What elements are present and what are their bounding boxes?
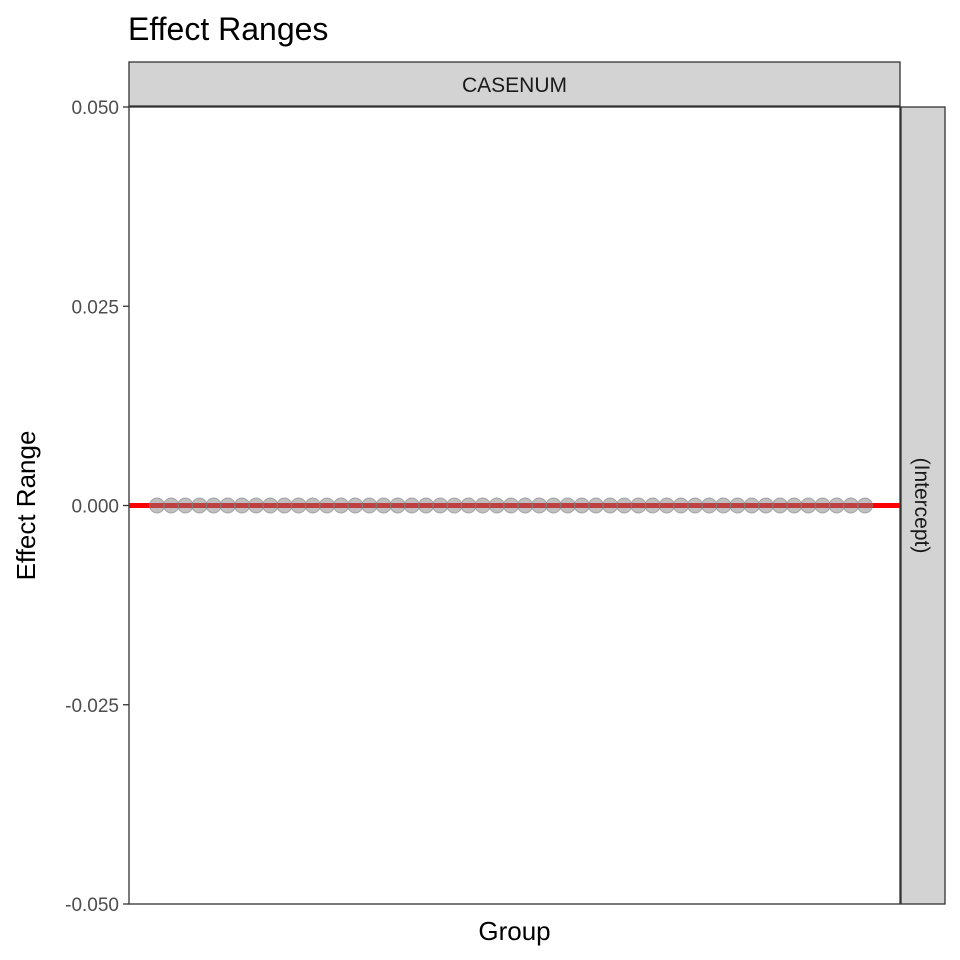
facet-column-label: CASENUM xyxy=(462,74,567,97)
data-point xyxy=(644,497,661,514)
data-point xyxy=(432,497,449,514)
data-point xyxy=(375,497,392,514)
data-point xyxy=(857,497,873,514)
data-point xyxy=(701,497,718,514)
y-tick-label: 0.000 xyxy=(71,497,119,518)
data-point xyxy=(474,497,491,514)
data-point xyxy=(687,497,704,514)
data-point xyxy=(559,497,576,514)
y-tick-label: 0.050 xyxy=(71,98,119,119)
data-point xyxy=(347,497,364,514)
data-point xyxy=(177,497,194,514)
data-point xyxy=(545,497,562,514)
data-point xyxy=(446,497,463,514)
y-axis: -0.050 -0.025 0.000 0.025 0.050 xyxy=(65,98,129,916)
points-layer xyxy=(149,497,873,514)
data-point xyxy=(715,497,732,514)
data-point xyxy=(233,497,250,514)
data-point xyxy=(460,497,477,514)
data-point xyxy=(729,497,746,514)
data-point xyxy=(219,497,236,514)
data-point xyxy=(828,497,845,514)
data-point xyxy=(361,497,378,514)
data-point xyxy=(290,497,307,514)
data-point xyxy=(163,497,180,514)
data-point xyxy=(814,497,831,514)
y-tick-label: -0.025 xyxy=(65,696,119,717)
data-point xyxy=(658,497,675,514)
x-axis-title: Group xyxy=(478,916,550,946)
facet-row-label: (Intercept) xyxy=(910,458,933,554)
data-point xyxy=(672,497,689,514)
data-point xyxy=(318,497,335,514)
data-point xyxy=(772,497,789,514)
data-point xyxy=(503,497,519,514)
facet-column-strip xyxy=(128,61,901,107)
data-point xyxy=(304,497,321,514)
chart-title: Effect Ranges xyxy=(128,11,328,47)
data-point xyxy=(786,497,803,514)
data-point xyxy=(191,497,208,514)
data-point xyxy=(602,497,619,514)
data-point xyxy=(587,497,604,514)
data-point xyxy=(418,497,435,514)
data-point xyxy=(248,497,265,514)
data-point xyxy=(630,497,647,514)
data-point xyxy=(389,497,406,514)
y-tick-label: 0.025 xyxy=(71,297,119,318)
data-point xyxy=(333,497,350,514)
data-point xyxy=(842,497,859,514)
data-point xyxy=(757,497,774,514)
data-point xyxy=(531,497,548,514)
data-point xyxy=(488,497,505,514)
data-point xyxy=(262,497,279,514)
data-point xyxy=(403,497,420,514)
data-point xyxy=(743,497,760,514)
data-point xyxy=(149,497,165,514)
data-point xyxy=(517,497,534,514)
data-point xyxy=(573,497,590,514)
data-point xyxy=(616,497,633,514)
y-axis-title: Effect Range xyxy=(11,431,41,581)
facet-row-strip xyxy=(900,106,946,905)
data-point xyxy=(800,497,817,514)
data-point xyxy=(276,497,293,514)
data-point xyxy=(205,497,222,514)
y-tick-label: -0.050 xyxy=(65,895,119,916)
